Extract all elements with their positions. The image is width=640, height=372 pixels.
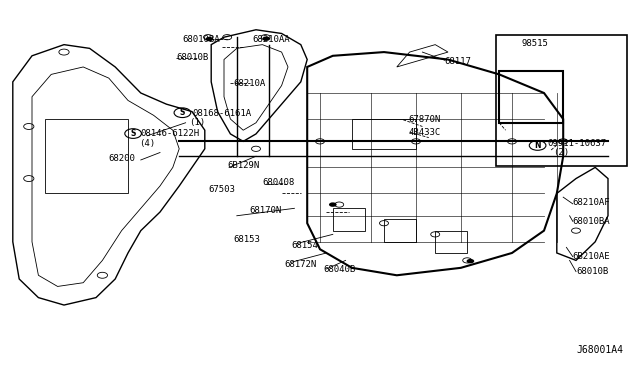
Text: 68200: 68200 [109,154,136,163]
Bar [435,231,467,253]
Bar [384,219,416,242]
Text: 68172N: 68172N [285,260,317,269]
Text: 68010B: 68010B [576,267,608,276]
Text: J68001A4: J68001A4 [576,345,623,355]
Text: 680408: 680408 [262,178,294,187]
Text: (1): (1) [189,118,205,127]
Bar [333,208,365,231]
Text: 4B433C: 4B433C [408,128,440,137]
Text: 68117: 68117 [445,57,472,66]
Circle shape [467,259,474,263]
Circle shape [329,202,337,207]
Text: N: N [534,141,541,150]
Text: 68154: 68154 [291,241,318,250]
Bar [352,119,416,149]
Text: 09911-10637: 09911-10637 [547,139,606,148]
Text: 68040B: 68040B [323,265,355,274]
Circle shape [205,37,213,41]
Text: S: S [180,108,185,117]
Bar [496,35,627,166]
Text: 68010BA: 68010BA [573,217,611,226]
Text: 68210AF: 68210AF [573,198,611,207]
Text: 08146-6122H: 08146-6122H [141,129,200,138]
Bar [45,119,128,193]
Text: 98515: 98515 [522,39,548,48]
Text: 6B129N: 6B129N [227,161,259,170]
Text: 67870N: 67870N [408,115,440,124]
Text: 6B210AE: 6B210AE [573,252,611,261]
Text: (4): (4) [140,139,156,148]
Text: 08168-6161A: 08168-6161A [192,109,251,118]
Text: 68170N: 68170N [250,206,282,215]
Text: S: S [131,129,136,138]
Text: 68210A: 68210A [234,79,266,88]
Circle shape [262,36,270,41]
Bar [499,71,563,123]
Text: 68210AA: 68210AA [253,35,291,44]
Text: (2): (2) [554,148,570,157]
Text: 68010B: 68010B [176,53,208,62]
Text: 68010BA: 68010BA [182,35,220,44]
Text: 67503: 67503 [208,185,235,194]
Text: 68153: 68153 [234,235,260,244]
